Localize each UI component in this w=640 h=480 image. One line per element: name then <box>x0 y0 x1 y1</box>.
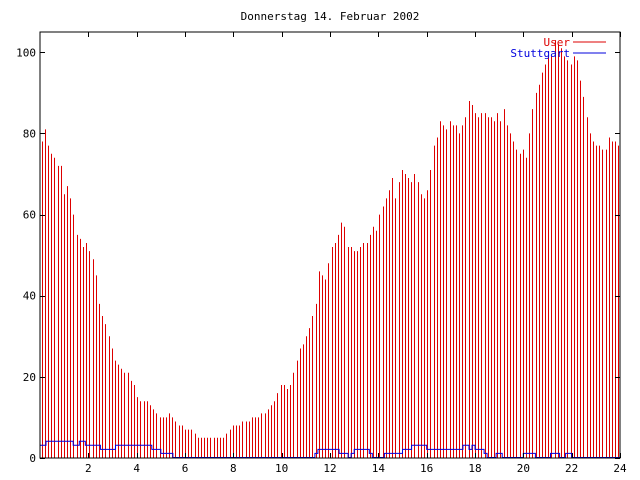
x-tick-label: 8 <box>230 462 237 475</box>
legend-label-user: User <box>544 36 571 49</box>
x-tick-label: 4 <box>133 462 140 475</box>
x-tick-label: 16 <box>420 462 433 475</box>
x-tick-label: 22 <box>565 462 578 475</box>
x-tick-label: 24 <box>613 462 627 475</box>
legend-label-stuttgart: Stuttgart <box>510 47 570 60</box>
y-tick-label: 80 <box>23 127 36 140</box>
chart-title: Donnerstag 14. Februar 2002 <box>241 10 420 23</box>
y-tick-label: 0 <box>29 452 36 465</box>
y-tick-label: 40 <box>23 290 36 303</box>
x-tick-label: 20 <box>517 462 530 475</box>
x-tick-label: 12 <box>323 462 336 475</box>
y-tick-label: 100 <box>16 46 36 59</box>
x-tick-label: 14 <box>372 462 386 475</box>
legend: User Stuttgart <box>510 36 606 60</box>
x-tick-label: 10 <box>275 462 288 475</box>
y-tick-label: 20 <box>23 371 36 384</box>
x-tick-label: 18 <box>468 462 481 475</box>
x-tick-label: 2 <box>85 462 92 475</box>
user-bars <box>42 40 619 458</box>
x-axis: 2 4 6 8 10 12 14 16 18 20 22 24 <box>85 32 627 475</box>
x-tick-label: 6 <box>182 462 189 475</box>
y-axis: 0 20 40 60 80 100 <box>16 46 620 465</box>
y-tick-label: 60 <box>23 209 36 222</box>
